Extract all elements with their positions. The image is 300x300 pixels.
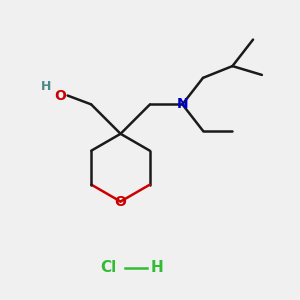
Text: N: N	[177, 98, 188, 111]
Text: O: O	[54, 88, 66, 103]
Text: H: H	[41, 80, 51, 93]
Text: H: H	[151, 260, 164, 275]
Text: Cl: Cl	[101, 260, 117, 275]
Text: O: O	[115, 194, 127, 208]
